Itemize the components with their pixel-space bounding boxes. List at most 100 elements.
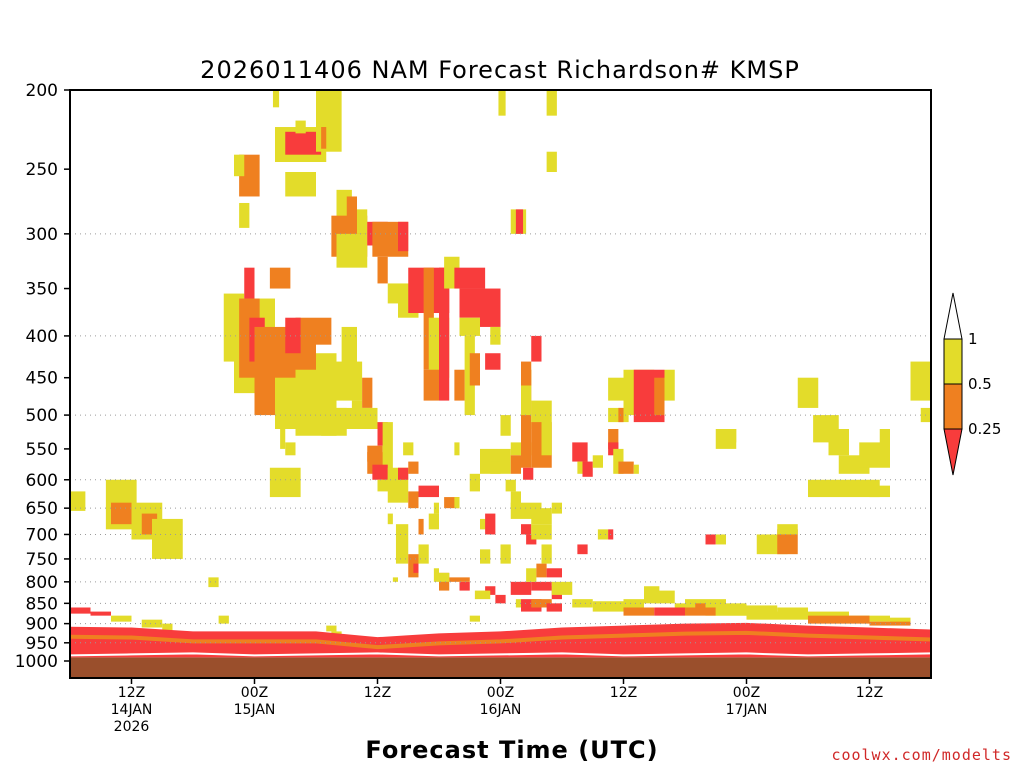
y-tick-label-350: 350 [26,280,58,300]
ri-cell-50 [459,288,480,318]
ri-cell-135 [618,461,634,474]
cell-layer [70,90,931,638]
x-tick-label-5-0: 00Z [733,685,760,701]
ri-cell-120 [531,524,552,540]
y-tick-label-1000: 1000 [15,652,58,672]
ri-cell-24 [234,154,245,177]
ri-cell-25 [239,202,250,228]
ri-cell-32 [285,171,316,197]
x-tick-label-1-1: 15JAN [234,702,276,718]
ri-cell-196 [551,581,573,595]
ri-cell-200 [70,607,91,614]
ri-cell-85 [418,518,424,535]
ri-cell-14 [269,267,291,289]
ri-cell-150 [777,524,798,535]
ri-cell-37 [357,209,368,234]
y-tick-label-400: 400 [26,327,58,347]
y-tick-label-700: 700 [26,525,58,545]
ri-cell-153 [828,428,849,456]
ri-cell-75 [408,461,419,474]
ri-cell-73 [398,467,409,480]
y-tick-label-450: 450 [26,369,58,389]
ri-cell-115 [541,400,552,456]
ri-cell-29 [295,120,306,134]
ri-cell-122 [546,90,557,116]
ri-cell-175 [592,601,624,612]
ri-cell-92 [469,473,480,492]
gridlines [70,233,931,644]
x-tick-label-0-1: 14JAN [111,702,153,718]
ri-cell-22 [285,442,296,456]
ri-cell-160 [869,485,890,498]
ri-cell-127 [582,461,593,477]
ri-cell-205 [326,625,337,632]
ri-cell-78 [433,502,439,514]
ri-cell-177 [654,607,685,616]
ri-cell-36 [346,196,357,222]
y-tick-label-950: 950 [26,634,58,654]
ri-cell-98 [490,461,501,474]
ri-cell-84 [413,563,419,573]
x-tick-label-5-1: 17JAN [726,702,768,718]
colorbar-label-2: 0.25 [968,420,1001,438]
ri-cell-26 [272,90,280,108]
ri-cell-195 [439,572,450,582]
chart-title: 2026011406 NAM Forecast Richardson# KMSP [200,56,800,84]
ri-cell-129 [592,455,603,468]
ri-cell-81 [387,513,393,525]
ri-cell-95 [485,513,496,535]
x-tick-label-0-2: 2026 [114,719,150,735]
ri-cell-132 [597,529,609,540]
ri-cell-169 [746,605,778,616]
ri-cell-190 [485,586,496,595]
x-axis-label: Forecast Time (UTC) [365,736,658,764]
y-axis: 200 250 300 350 400 450 500 550 600 650 700 750 8008… [15,81,70,672]
ri-cell-70 [372,464,388,480]
ri-cell-109 [521,361,532,386]
ri-cell-58 [485,353,501,370]
ri-cell-130 [608,428,619,449]
y-tick-label-250: 250 [26,160,58,180]
y-tick-label-850: 850 [26,594,58,614]
x-tick-label-3-0: 00Z [487,685,514,701]
ri-cell-202 [111,615,132,622]
ri-cell-51 [459,317,480,336]
ri-cell-156 [879,428,890,449]
ri-cell-5 [152,518,183,559]
ri-cell-107 [521,369,532,468]
ri-cell-30 [316,90,342,152]
ri-cell-57 [469,353,480,386]
ri-cell-40 [398,221,409,252]
ri-cell-141 [654,377,665,416]
ri-cell-74 [403,442,414,456]
ri-cell-149 [777,529,798,555]
ri-cell-173 [890,617,911,624]
ri-cell-79 [444,497,460,509]
ri-cell-178 [685,607,716,616]
ri-cell-6 [208,577,219,588]
ri-cell-179 [715,607,747,616]
ri-cell-104 [510,455,521,474]
ri-cell-101 [500,544,511,564]
ri-cell-116 [510,491,521,509]
colorbar-bottom-arrow [943,428,963,476]
ri-cell-188 [546,603,562,612]
ri-cell-60 [336,361,363,401]
ri-cell-17 [285,317,301,354]
y-tick-label-750: 750 [26,550,58,570]
ri-cell-145 [726,428,737,443]
ri-cell-59 [341,326,357,370]
ri-cell-80 [454,497,460,509]
ri-cell-42 [387,283,398,304]
colorbar-top-arrow [943,292,963,340]
ri-cell-124 [551,502,562,514]
ri-cell-69 [382,422,393,486]
ri-cell-166 [695,603,706,612]
ri-cell-162 [654,590,675,604]
ri-cell-181 [808,615,870,624]
ri-cell-183 [510,581,532,595]
ri-cell-199 [546,568,562,578]
y-tick-label-900: 900 [26,615,58,635]
ri-cell-41 [377,256,388,284]
ri-cell-65 [295,415,337,436]
